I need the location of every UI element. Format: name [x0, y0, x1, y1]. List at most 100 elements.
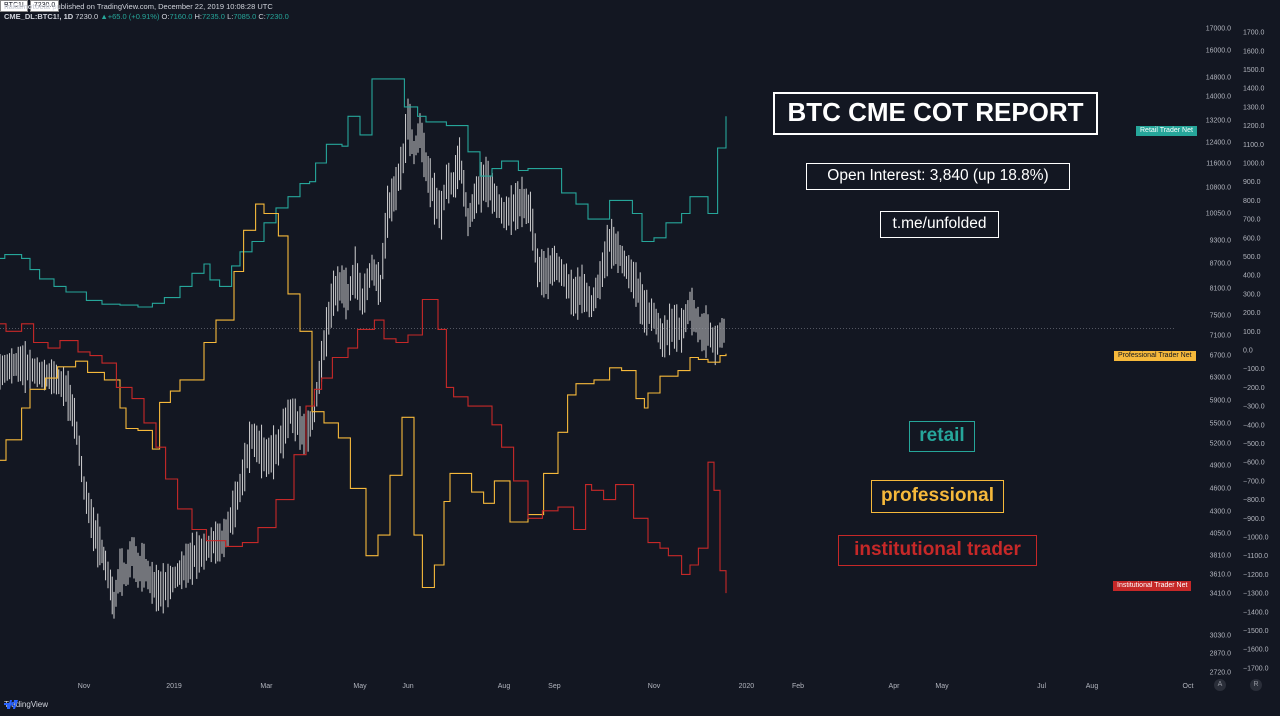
net-tick-label: −1200.0: [1243, 572, 1269, 579]
price-tick-label: 12400.0: [1206, 140, 1231, 147]
price-tick-label: 3810.0: [1210, 553, 1232, 560]
net-tick-label: 500.0: [1243, 254, 1261, 261]
high-value: 7235.0: [202, 12, 225, 21]
close-value: 7230.0: [265, 12, 289, 21]
last-price: 7230.0: [75, 12, 99, 21]
price-axis[interactable]: 17000.0 16000.0 14800.0 14000.0 13200.0 12400…: [1206, 26, 1231, 677]
log-scale-button[interactable]: R: [1250, 679, 1262, 691]
net-tick-label: −1700.0: [1243, 665, 1269, 672]
price-tick-label: 5500.0: [1210, 421, 1232, 428]
time-tick-label: 2020: [739, 683, 755, 690]
low-value: 7085.0: [233, 12, 257, 21]
telegram-label: t.me/unfolded: [880, 211, 999, 238]
price-tick-label: 11600.0: [1206, 161, 1231, 168]
report-title: BTC CME COT REPORT: [773, 92, 1098, 135]
footer-brand-label: TradingView: [4, 700, 49, 709]
net-tick-label: −800.0: [1243, 497, 1265, 504]
net-tick-label: 0.0: [1243, 348, 1253, 355]
net-tick-label: 600.0: [1243, 235, 1261, 242]
price-tick-label: 9300.0: [1210, 238, 1232, 245]
net-tick-label: 1300.0: [1243, 104, 1265, 111]
price-tick-label: 4300.0: [1210, 509, 1232, 516]
net-tick-label: 300.0: [1243, 291, 1261, 298]
net-tick-label: −100.0: [1243, 366, 1265, 373]
net-tick-label: −300.0: [1243, 404, 1265, 411]
price-tick-label: 5900.0: [1210, 398, 1232, 405]
price-tick-label: 4600.0: [1210, 486, 1232, 493]
btc-price-value: 7230.0: [29, 0, 60, 12]
footer-brand[interactable]: TradingView: [4, 700, 48, 709]
net-tick-label: −1300.0: [1243, 591, 1269, 598]
net-tick-label: 200.0: [1243, 310, 1261, 317]
net-tick-label: −700.0: [1243, 478, 1265, 485]
price-tick-label: 8100.0: [1210, 286, 1232, 293]
net-tick-label: 1200.0: [1243, 123, 1265, 130]
published-text: published on TradingView.com, December 2…: [50, 2, 273, 11]
net-tick-label: −1500.0: [1243, 628, 1269, 635]
retail-legend-label: retail: [909, 421, 975, 452]
price-tick-label: 7100.0: [1210, 333, 1232, 340]
time-tick-label: 2019: [166, 683, 182, 690]
time-tick-label: Apr: [889, 683, 901, 690]
net-tick-label: −200.0: [1243, 385, 1265, 392]
time-tick-label: May: [353, 683, 367, 690]
btc-symbol-tag: BTC1!: [0, 0, 28, 12]
chart-header: nakamotocat published on TradingView.com…: [4, 2, 289, 22]
open-label: O:: [161, 12, 170, 21]
time-tick-label: Aug: [1086, 683, 1099, 690]
price-tick-label: 14000.0: [1206, 94, 1231, 101]
series-line-retail: [0, 78, 727, 308]
professional-series-tag: Professional Trader Net: [1114, 351, 1196, 361]
net-tick-label: 1000.0: [1243, 161, 1265, 168]
net-axis[interactable]: 1700.0 1600.0 1500.0 1400.0 1300.0 1200.0 1100…: [1243, 30, 1269, 673]
time-tick-label: Feb: [792, 683, 804, 690]
price-tick-label: 13200.0: [1206, 118, 1231, 125]
price-tick-label: 2870.0: [1210, 651, 1232, 658]
net-tick-label: 900.0: [1243, 179, 1261, 186]
net-tick-label: −1000.0: [1243, 535, 1269, 542]
net-tick-label: −1100.0: [1243, 553, 1268, 560]
auto-scale-button[interactable]: A: [1214, 679, 1226, 691]
time-tick-label: Nov: [78, 683, 91, 690]
time-tick-label: Oct: [1183, 683, 1194, 690]
price-tick-label: 2720.0: [1210, 670, 1232, 677]
price-tick-label: 14800.0: [1206, 75, 1231, 82]
up-arrow-icon: ▲: [100, 12, 108, 21]
net-tick-label: 1600.0: [1243, 48, 1265, 55]
series-line-institutional: [0, 298, 727, 594]
open-value: 7160.0: [169, 12, 193, 21]
price-tick-label: 10050.0: [1206, 211, 1231, 218]
price-tick-label: 16000.0: [1206, 48, 1231, 55]
publish-line: nakamotocat published on TradingView.com…: [4, 2, 289, 12]
price-tick-label: 3410.0: [1210, 591, 1232, 598]
time-tick-label: Jul: [1037, 683, 1046, 690]
low-label: L:: [227, 12, 234, 21]
time-axis[interactable]: Nov 2019 Mar May Jun Aug Sep Nov 2020 Feb Apr May Ju…: [78, 683, 1194, 690]
price-tick-label: 4050.0: [1210, 531, 1232, 538]
net-tick-label: −1600.0: [1243, 647, 1269, 654]
net-tick-label: 1700.0: [1243, 30, 1265, 37]
net-tick-label: 1400.0: [1243, 86, 1265, 93]
net-tick-label: −1400.0: [1243, 609, 1269, 616]
publisher-name[interactable]: nakamotocat: [4, 2, 51, 11]
high-label: H:: [194, 12, 203, 21]
time-tick-label: May: [935, 683, 949, 690]
institutional-series-tag: Institutional Trader Net: [1113, 581, 1192, 591]
institutional-legend-label: institutional trader: [838, 535, 1037, 566]
price-tick-label: 5200.0: [1210, 441, 1232, 448]
series-line-professional: [0, 203, 727, 589]
time-tick-label: Nov: [648, 683, 661, 690]
price-tick-label: 8700.0: [1210, 261, 1232, 268]
symbol-label[interactable]: CME_DL:BTC1!, 1D: [4, 12, 74, 21]
price-tick-label: 3030.0: [1210, 633, 1232, 640]
time-tick-label: Sep: [548, 683, 561, 690]
price-tick-label: 6700.0: [1210, 353, 1232, 360]
price-tick-label: 10800.0: [1206, 185, 1231, 192]
net-tick-label: −900.0: [1243, 516, 1265, 523]
net-tick-label: −600.0: [1243, 460, 1265, 467]
price-tick-label: 6300.0: [1210, 375, 1232, 382]
net-tick-label: −500.0: [1243, 441, 1265, 448]
net-tick-label: 400.0: [1243, 273, 1261, 280]
net-tick-label: 1500.0: [1243, 67, 1265, 74]
